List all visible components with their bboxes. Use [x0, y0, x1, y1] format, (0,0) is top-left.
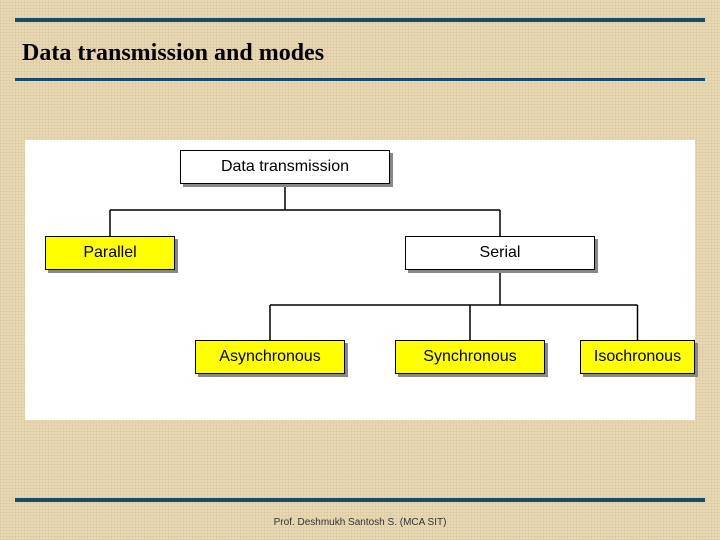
- node-sync: Synchronous: [395, 340, 545, 374]
- node-async: Asynchronous: [195, 340, 345, 374]
- node-ser: Serial: [405, 236, 595, 270]
- title-underline: [15, 78, 705, 81]
- bottom-rule: [15, 498, 705, 502]
- footer-text: Prof. Deshmukh Santosh S. (MCA SIT): [0, 517, 720, 528]
- diagram-area: Data transmission Parallel Serial Asynchron…: [25, 140, 695, 420]
- page-title: Data transmission and modes: [22, 40, 324, 67]
- node-root: Data transmission: [180, 150, 390, 184]
- top-rule: [15, 18, 705, 22]
- node-iso: Isochronous: [580, 340, 695, 374]
- node-par: Parallel: [45, 236, 175, 270]
